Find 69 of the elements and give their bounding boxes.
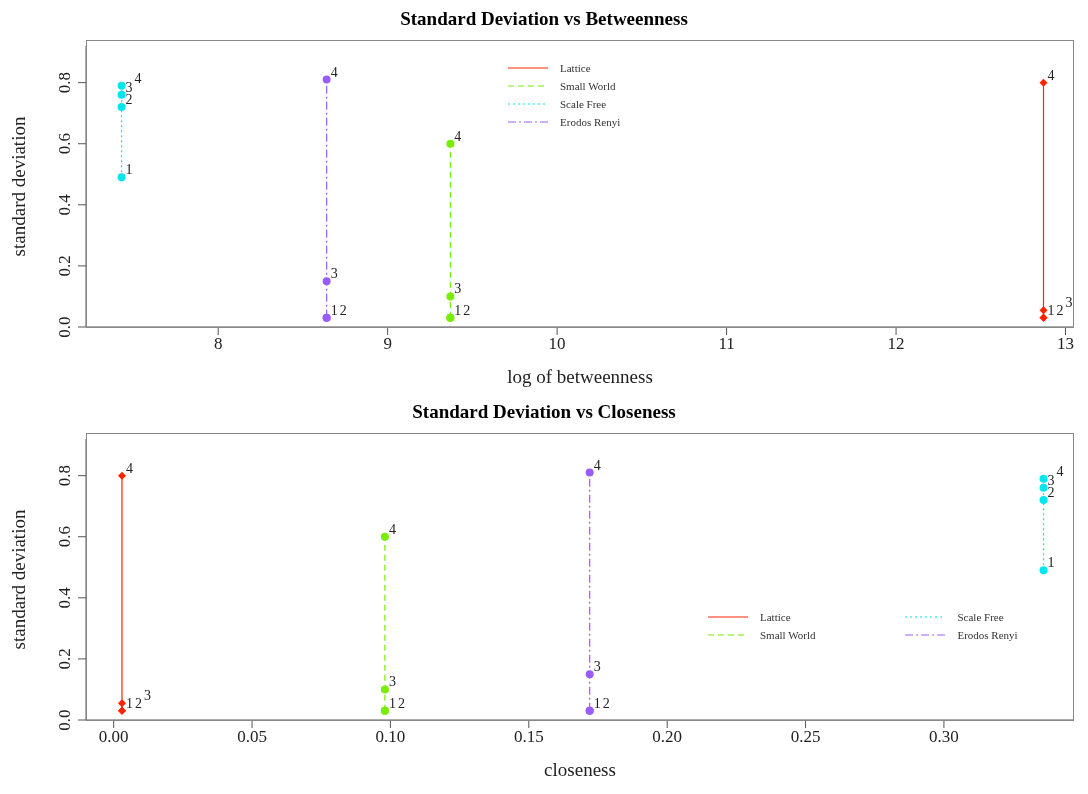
x-tick-label: 0.30 (929, 727, 959, 747)
y-tick-label: 0.8 (55, 72, 74, 94)
x-tick-label: 0.20 (652, 727, 683, 747)
y-tick-label: 0.2 (55, 648, 74, 670)
annotation: 4 (125, 460, 133, 476)
annotation: 4 (1047, 67, 1055, 83)
y-axis-title: standard deviation (7, 116, 29, 257)
x-tick-label: 0.00 (98, 727, 129, 747)
annotation: 2 (602, 695, 610, 711)
annotation: 2 (339, 302, 347, 318)
y-axis-title: standard deviation (7, 509, 29, 650)
y-tick-label: 0.0 (55, 709, 74, 731)
annotation: 2 (1056, 302, 1064, 318)
annotation: 2 (134, 695, 142, 711)
annotation: 2 (1047, 485, 1055, 501)
annotation: 4 (454, 128, 462, 144)
annotation: 1 (1047, 555, 1055, 571)
legend-label: Small World (560, 80, 616, 92)
annotation: 2 (397, 695, 405, 711)
annotation: 1 (593, 695, 601, 711)
annotation: 3 (454, 281, 462, 297)
y-tick-label: 0.4 (55, 586, 74, 609)
y-tick-label: 0.8 (55, 465, 74, 487)
annotation: 3 (388, 674, 396, 690)
legend-label: Scale Free (560, 98, 607, 110)
legend-label: Erodos Renyi (957, 629, 1018, 641)
chart-title: Standard Deviation vs Closeness (411, 401, 677, 424)
x-tick-label: 0.05 (237, 727, 267, 747)
annotation: 4 (330, 64, 338, 80)
annotation: 1 (125, 162, 133, 178)
y-tick-label: 0.0 (55, 316, 74, 338)
annotation: 3 (143, 688, 151, 704)
x-tick-label: 9 (383, 334, 392, 354)
annotation: 1 (388, 695, 396, 711)
annotation: 4 (1056, 463, 1064, 479)
y-tick-label: 0.4 (55, 193, 74, 216)
x-tick-label: 0.15 (513, 727, 544, 747)
annotation: 3 (330, 266, 338, 282)
y-tick-label: 0.6 (55, 526, 74, 548)
x-tick-label: 13 (1057, 334, 1075, 354)
annotation: 1 (330, 302, 338, 318)
x-tick-label: 8 (213, 334, 223, 354)
annotation: 3 (1065, 295, 1073, 311)
annotation: 1 (454, 302, 462, 318)
annotation: 4 (593, 457, 601, 473)
x-tick-label: 10 (548, 334, 566, 354)
x-tick-label: 12 (887, 334, 905, 354)
legend-label: Lattice (760, 611, 791, 623)
legend-label: Scale Free (957, 611, 1004, 623)
y-tick-label: 0.6 (55, 133, 74, 155)
annotation: 3 (1047, 472, 1055, 488)
annotation: 4 (134, 70, 142, 86)
annotation: 1 (125, 695, 133, 711)
annotation: 1 (1047, 302, 1055, 318)
y-tick-label: 0.2 (55, 255, 74, 277)
annotation: 3 (593, 659, 601, 675)
chart-title: Standard Deviation vs Betweenness (399, 8, 689, 31)
x-axis-title: closeness (544, 759, 616, 780)
legend-label: Lattice (560, 62, 591, 74)
annotation: 4 (388, 521, 396, 537)
legend-label: Erodos Renyi (560, 116, 621, 128)
annotation: 2 (125, 92, 133, 108)
legend-label: Small World (760, 629, 816, 641)
x-tick-label: 0.10 (375, 727, 406, 747)
x-tick-label: 11 (718, 334, 735, 354)
x-axis-title: log of betweenness (507, 366, 653, 387)
annotation: 2 (463, 302, 471, 318)
x-tick-label: 0.25 (790, 727, 821, 747)
annotation: 3 (125, 79, 133, 95)
